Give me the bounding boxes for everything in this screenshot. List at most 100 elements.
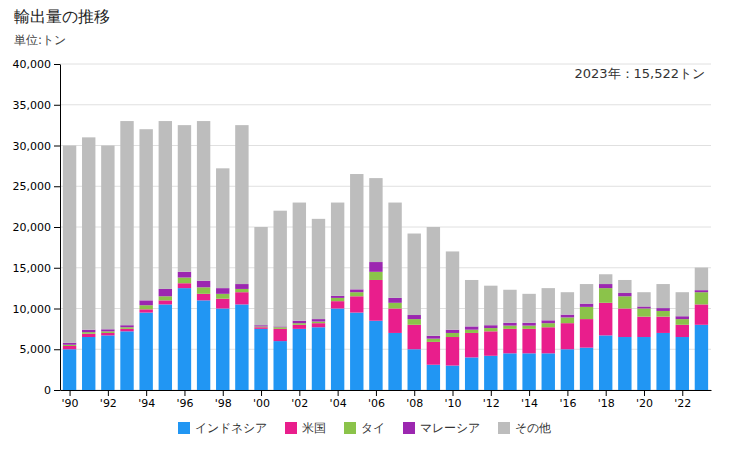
bar — [561, 292, 574, 314]
tick-mark — [567, 390, 568, 396]
bar — [484, 331, 497, 355]
bar — [484, 325, 497, 328]
bar — [216, 168, 229, 288]
bar — [254, 329, 267, 390]
tick-mark — [54, 64, 60, 65]
tick-label: '18 — [598, 397, 615, 410]
bar — [465, 326, 478, 329]
tick-mark — [54, 105, 60, 106]
grid-line — [60, 64, 711, 65]
bar — [637, 337, 650, 390]
bar — [522, 353, 535, 390]
grid-line — [60, 390, 711, 391]
bar — [63, 345, 76, 346]
bar — [63, 346, 76, 349]
y-axis: 05,00010,00015,00020,00025,00030,00035,0… — [13, 58, 61, 397]
bar — [350, 292, 363, 296]
grid-line — [60, 104, 711, 105]
bar — [120, 325, 133, 327]
bar — [139, 305, 152, 309]
x-tick: '22 — [674, 390, 691, 410]
bar — [235, 284, 248, 289]
bar — [561, 349, 574, 390]
bar — [427, 227, 440, 336]
bar — [484, 328, 497, 331]
tick-mark — [376, 390, 377, 396]
bar — [542, 323, 555, 327]
tick-label: '12 — [483, 397, 500, 410]
bar — [388, 203, 401, 298]
tick-label: '04 — [330, 397, 347, 410]
bar — [178, 288, 191, 390]
bar — [331, 203, 344, 296]
bar — [656, 317, 669, 333]
bar — [542, 327, 555, 353]
bar — [637, 317, 650, 337]
bar — [484, 356, 497, 390]
bar — [312, 219, 325, 319]
tick-label: '90 — [62, 397, 79, 410]
legend-label: タイ — [361, 421, 385, 435]
bar — [235, 289, 248, 292]
legend-item: 米国 — [285, 421, 326, 435]
subtitle: 単位:トン — [14, 33, 66, 47]
bar — [580, 304, 593, 307]
bar — [580, 307, 593, 319]
bar — [197, 121, 210, 281]
bar — [484, 286, 497, 326]
y-tick: 25,000 — [13, 180, 61, 193]
bar — [216, 288, 229, 294]
bar — [637, 309, 650, 317]
x-tick: '12 — [483, 390, 500, 410]
bar — [503, 353, 516, 390]
bar — [388, 303, 401, 309]
x-axis: '90'92'94'96'98'00'02'04'06'08'10'12'14'… — [61, 390, 712, 410]
bar — [82, 137, 95, 329]
bar — [561, 323, 574, 349]
bar — [408, 315, 421, 319]
bar — [312, 319, 325, 321]
bar — [427, 336, 440, 339]
bar — [695, 292, 708, 304]
tick-label: '08 — [406, 397, 423, 410]
legend-swatch — [498, 422, 510, 434]
y-tick: 30,000 — [13, 140, 61, 153]
tick-label: '02 — [291, 397, 308, 410]
bar — [159, 300, 172, 304]
bar — [120, 121, 133, 325]
legend-item: その他 — [498, 421, 551, 435]
tick-mark — [184, 390, 185, 396]
bar — [599, 335, 612, 390]
legend-swatch — [344, 422, 356, 434]
bar — [273, 327, 286, 329]
bar — [656, 333, 669, 390]
legend-swatch — [178, 422, 190, 434]
x-tick: '18 — [598, 390, 615, 410]
bar — [101, 146, 114, 330]
x-tick: '96 — [176, 390, 193, 410]
tick-mark — [54, 268, 60, 269]
bar — [427, 342, 440, 365]
bar — [63, 343, 76, 345]
tick-label: '20 — [636, 397, 653, 410]
tick-label: 10,000 — [13, 303, 52, 316]
legend-label: 米国 — [302, 421, 326, 435]
tick-mark — [261, 390, 262, 396]
tick-label: 40,000 — [13, 58, 52, 71]
bar — [542, 288, 555, 320]
tick-mark — [54, 146, 60, 147]
bar — [561, 317, 574, 323]
annotation: 2023年：15,522トン — [574, 66, 705, 81]
bar — [656, 308, 669, 311]
bar — [580, 348, 593, 390]
bar — [82, 334, 95, 337]
bar — [254, 327, 267, 329]
bar — [618, 296, 631, 308]
grid-line — [60, 349, 711, 350]
tick-label: '14 — [521, 397, 538, 410]
bar — [254, 325, 267, 326]
y-tick: 0 — [44, 384, 60, 397]
x-tick: '20 — [636, 390, 653, 410]
bar — [350, 289, 363, 292]
legend-label: マレーシア — [420, 421, 480, 435]
